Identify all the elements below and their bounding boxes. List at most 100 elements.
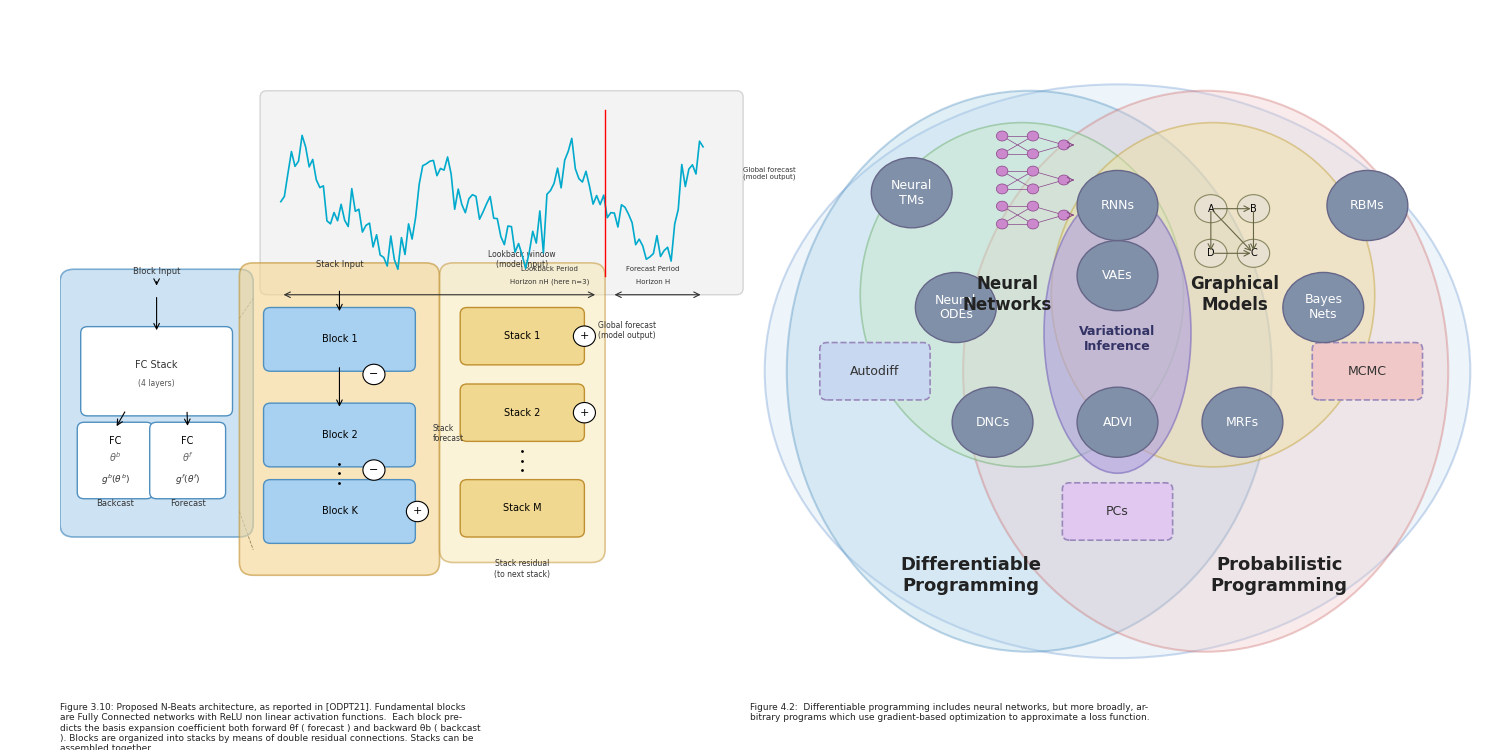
Text: Graphical
Models: Graphical Models	[1191, 275, 1280, 314]
Circle shape	[1028, 166, 1038, 176]
Text: +: +	[579, 332, 590, 341]
Text: Neural
ODEs: Neural ODEs	[934, 293, 976, 322]
Text: Probabilistic
Programming: Probabilistic Programming	[1210, 556, 1347, 595]
Text: D: D	[1208, 248, 1215, 258]
Text: +: +	[579, 408, 590, 418]
Circle shape	[363, 460, 386, 480]
Circle shape	[573, 326, 596, 346]
Ellipse shape	[786, 91, 1272, 652]
Circle shape	[1028, 219, 1038, 229]
Text: Block Input: Block Input	[134, 267, 180, 276]
Circle shape	[1028, 184, 1038, 194]
FancyBboxPatch shape	[264, 308, 416, 371]
Circle shape	[871, 158, 952, 228]
Text: A: A	[1208, 204, 1214, 214]
Text: Neural
TMs: Neural TMs	[891, 178, 933, 207]
Circle shape	[996, 131, 1008, 141]
Text: C: C	[1250, 248, 1257, 258]
Circle shape	[996, 201, 1008, 211]
Text: PCs: PCs	[1106, 505, 1130, 518]
Text: Stack Input: Stack Input	[315, 260, 363, 269]
Text: $g^b(\theta^b)$: $g^b(\theta^b)$	[100, 472, 129, 487]
Circle shape	[1028, 131, 1038, 141]
FancyBboxPatch shape	[821, 343, 930, 400]
Circle shape	[1194, 195, 1227, 223]
Text: DNCs: DNCs	[975, 416, 1010, 429]
Text: −: −	[369, 465, 378, 475]
Text: MRFs: MRFs	[1226, 416, 1258, 429]
Circle shape	[1058, 140, 1070, 150]
Circle shape	[1282, 272, 1364, 343]
FancyBboxPatch shape	[264, 404, 416, 466]
Text: Stack residual
(to next stack): Stack residual (to next stack)	[495, 560, 550, 579]
FancyBboxPatch shape	[460, 384, 585, 441]
Text: Block 2: Block 2	[321, 430, 357, 440]
Circle shape	[1058, 210, 1070, 220]
Circle shape	[996, 166, 1008, 176]
FancyBboxPatch shape	[240, 263, 440, 575]
Text: $\theta^f$: $\theta^f$	[182, 451, 194, 464]
Circle shape	[1238, 195, 1269, 223]
Text: Backcast: Backcast	[96, 499, 134, 508]
Text: Stack
forecast: Stack forecast	[432, 424, 464, 443]
Text: Block 1: Block 1	[321, 334, 357, 344]
Circle shape	[573, 403, 596, 423]
FancyBboxPatch shape	[260, 91, 742, 295]
Text: Variational
Inference: Variational Inference	[1080, 326, 1155, 353]
Ellipse shape	[963, 91, 1448, 652]
Circle shape	[1028, 201, 1038, 211]
Text: Stack M: Stack M	[503, 503, 542, 513]
Circle shape	[1194, 239, 1227, 267]
Text: Forecast: Forecast	[170, 499, 206, 508]
Ellipse shape	[861, 122, 1184, 466]
Text: ADVI: ADVI	[1102, 416, 1132, 429]
FancyBboxPatch shape	[60, 269, 254, 537]
Circle shape	[406, 501, 429, 522]
Text: Horizon nH (here n=3): Horizon nH (here n=3)	[510, 279, 590, 285]
Circle shape	[1077, 387, 1158, 458]
FancyBboxPatch shape	[460, 480, 585, 537]
Circle shape	[1077, 170, 1158, 241]
Text: Differentiable
Programming: Differentiable Programming	[900, 556, 1041, 595]
Circle shape	[1238, 239, 1269, 267]
FancyBboxPatch shape	[1062, 483, 1173, 540]
Text: Stack 2: Stack 2	[504, 408, 540, 418]
Circle shape	[915, 272, 996, 343]
Text: Global forecast
(model output): Global forecast (model output)	[742, 167, 796, 181]
Circle shape	[952, 387, 1034, 458]
Circle shape	[1058, 175, 1070, 185]
Ellipse shape	[1044, 193, 1191, 473]
Text: VAEs: VAEs	[1102, 269, 1132, 282]
Text: Neural
Networks: Neural Networks	[963, 275, 1052, 314]
Text: Bayes
Nets: Bayes Nets	[1305, 293, 1342, 322]
Text: Figure 4.2:  Differentiable programming includes neural networks, but more broad: Figure 4.2: Differentiable programming i…	[750, 703, 1149, 722]
Text: Global forecast
(model output): Global forecast (model output)	[598, 321, 657, 340]
FancyBboxPatch shape	[264, 480, 416, 543]
Text: FC: FC	[182, 436, 194, 446]
Text: Block K: Block K	[321, 506, 357, 517]
Text: B: B	[1250, 204, 1257, 214]
FancyBboxPatch shape	[150, 422, 225, 499]
FancyBboxPatch shape	[78, 422, 153, 499]
Circle shape	[1202, 387, 1282, 458]
Text: −: −	[369, 370, 378, 380]
Text: $g^f(\theta^f)$: $g^f(\theta^f)$	[176, 472, 201, 487]
Text: RNNs: RNNs	[1101, 199, 1134, 212]
Text: Horizon H: Horizon H	[636, 279, 670, 285]
Circle shape	[1077, 241, 1158, 310]
Text: Lookback Period: Lookback Period	[520, 266, 578, 272]
Text: $\theta^b$: $\theta^b$	[110, 451, 122, 464]
Text: (4 layers): (4 layers)	[138, 380, 176, 388]
Text: Forecast Period: Forecast Period	[627, 266, 680, 272]
FancyBboxPatch shape	[440, 263, 604, 562]
FancyBboxPatch shape	[1312, 343, 1422, 400]
FancyBboxPatch shape	[81, 327, 232, 416]
Circle shape	[996, 184, 1008, 194]
Text: Figure 3.10: Proposed N-Beats architecture, as reported in [ODPT21]. Fundamental: Figure 3.10: Proposed N-Beats architectu…	[60, 703, 480, 750]
Text: MCMC: MCMC	[1348, 364, 1388, 378]
Circle shape	[1328, 170, 1408, 241]
Circle shape	[363, 364, 386, 385]
Circle shape	[996, 219, 1008, 229]
Text: Stack 1: Stack 1	[504, 332, 540, 341]
Ellipse shape	[1052, 122, 1374, 466]
